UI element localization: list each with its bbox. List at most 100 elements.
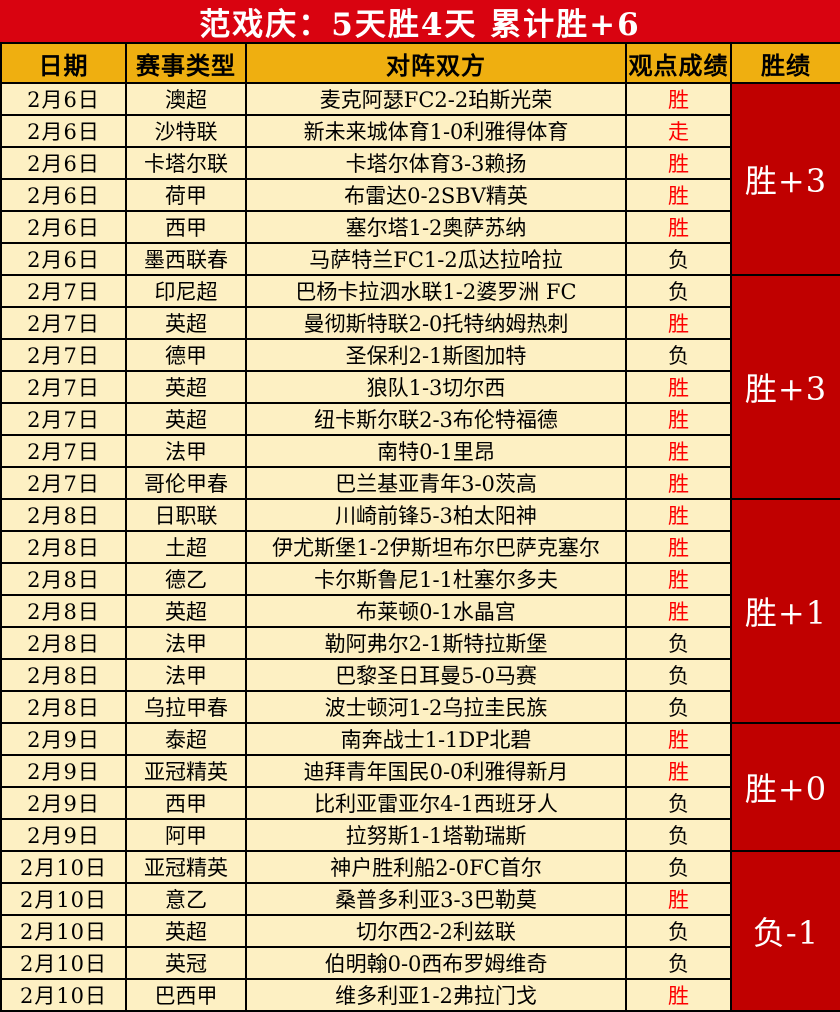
league-cell: 西甲 xyxy=(125,210,247,244)
result-cell: 胜 xyxy=(625,498,732,532)
match-cell: 巴杨卡拉泗水联1-2婆罗洲 FC xyxy=(245,274,627,308)
table-row: 2月7日 哥伦甲春 巴兰基亚青年3-0茨高胜 xyxy=(0,466,840,500)
table-row: 2月9日 泰超 南奔战士1-1DP北碧胜胜+0 xyxy=(0,722,840,852)
date-cell: 2月9日 xyxy=(0,786,127,820)
match-cell: 南奔战士1-1DP北碧 xyxy=(245,722,627,756)
header-date: 日期 xyxy=(0,42,127,84)
betting-record-page: 范戏庆：5天胜4天 累计胜+6 日期 赛事类型 对阵双方 观点成绩 胜绩 2月6… xyxy=(0,6,840,1012)
league-cell: 亚冠精英 xyxy=(125,754,247,788)
header-league: 赛事类型 xyxy=(125,42,247,84)
table-header: 日期 赛事类型 对阵双方 观点成绩 胜绩 xyxy=(0,42,840,84)
match-cell: 纽卡斯尔联2-3布伦特福德 xyxy=(245,402,627,436)
league-cell: 日职联 xyxy=(125,498,247,532)
date-cell: 2月6日 xyxy=(0,210,127,244)
league-cell: 卡塔尔联 xyxy=(125,146,247,180)
league-cell: 英超 xyxy=(125,914,247,948)
table-row: 2月6日 西甲 塞尔塔1-2奥萨苏纳胜 xyxy=(0,210,840,244)
table-row: 2月6日 卡塔尔联 卡塔尔体育3-3赖扬胜 xyxy=(0,146,840,180)
match-cell: 麦克阿瑟FC2-2珀斯光荣 xyxy=(245,82,627,116)
table-row: 2月9日 亚冠精英 迪拜青年国民0-0利雅得新月胜 xyxy=(0,754,840,788)
table-row: 2月7日 英超 纽卡斯尔联2-3布伦特福德胜 xyxy=(0,402,840,436)
daily-score-cell: 胜+3 xyxy=(730,82,840,276)
daily-score-cell: 负-1 xyxy=(730,850,840,1012)
table-row: 2月8日 法甲 巴黎圣日耳曼5-0马赛负 xyxy=(0,658,840,692)
result-cell: 负 xyxy=(625,242,732,276)
date-cell: 2月9日 xyxy=(0,754,127,788)
date-cell: 2月7日 xyxy=(0,402,127,436)
date-cell: 2月7日 xyxy=(0,274,127,308)
league-cell: 法甲 xyxy=(125,626,247,660)
league-cell: 英超 xyxy=(125,306,247,340)
result-cell: 负 xyxy=(625,818,732,852)
match-cell: 拉努斯1-1塔勒瑞斯 xyxy=(245,818,627,852)
result-cell: 胜 xyxy=(625,82,732,116)
header-match: 对阵双方 xyxy=(245,42,627,84)
match-cell: 狼队1-3切尔西 xyxy=(245,370,627,404)
date-cell: 2月6日 xyxy=(0,82,127,116)
match-cell: 勒阿弗尔2-1斯特拉斯堡 xyxy=(245,626,627,660)
table-row: 2月10日 巴西甲 维多利亚1-2弗拉门戈胜 xyxy=(0,978,840,1012)
result-cell: 负 xyxy=(625,914,732,948)
result-cell: 胜 xyxy=(625,882,732,916)
match-cell: 川崎前锋5-3柏太阳神 xyxy=(245,498,627,532)
table-row: 2月7日 德甲 圣保利2-1斯图加特负 xyxy=(0,338,840,372)
match-cell: 伊尤斯堡1-2伊斯坦布尔巴萨克塞尔 xyxy=(245,530,627,564)
header-score: 胜绩 xyxy=(730,42,840,84)
match-cell: 巴兰基亚青年3-0茨高 xyxy=(245,466,627,500)
date-cell: 2月8日 xyxy=(0,498,127,532)
date-cell: 2月7日 xyxy=(0,466,127,500)
match-cell: 迪拜青年国民0-0利雅得新月 xyxy=(245,754,627,788)
daily-score-cell: 胜+3 xyxy=(730,274,840,500)
league-cell: 阿甲 xyxy=(125,818,247,852)
date-cell: 2月7日 xyxy=(0,306,127,340)
match-cell: 南特0-1里昂 xyxy=(245,434,627,468)
result-cell: 胜 xyxy=(625,434,732,468)
date-cell: 2月6日 xyxy=(0,178,127,212)
table-row: 2月7日 英超 曼彻斯特联2-0托特纳姆热刺胜 xyxy=(0,306,840,340)
league-cell: 荷甲 xyxy=(125,178,247,212)
match-cell: 巴黎圣日耳曼5-0马赛 xyxy=(245,658,627,692)
league-cell: 法甲 xyxy=(125,434,247,468)
result-cell: 负 xyxy=(625,850,732,884)
league-cell: 德乙 xyxy=(125,562,247,596)
table-row: 2月7日 英超 狼队1-3切尔西胜 xyxy=(0,370,840,404)
league-cell: 沙特联 xyxy=(125,114,247,148)
league-cell: 英超 xyxy=(125,402,247,436)
result-cell: 走 xyxy=(625,114,732,148)
table-row: 2月7日 法甲 南特0-1里昂胜 xyxy=(0,434,840,468)
table-row: 2月6日 沙特联 新未来城体育1-0利雅得体育走 xyxy=(0,114,840,148)
table-row: 2月6日 澳超 麦克阿瑟FC2-2珀斯光荣胜胜+3 xyxy=(0,82,840,276)
match-cell: 波士顿河1-2乌拉圭民族 xyxy=(245,690,627,724)
daily-score-cell: 胜+1 xyxy=(730,498,840,724)
match-cell: 卡塔尔体育3-3赖扬 xyxy=(245,146,627,180)
match-cell: 神户胜利船2-0FC首尔 xyxy=(245,850,627,884)
result-cell: 胜 xyxy=(625,530,732,564)
table-row: 2月6日 荷甲 布雷达0-2SBV精英胜 xyxy=(0,178,840,212)
match-cell: 布莱顿0-1水晶宫 xyxy=(245,594,627,628)
league-cell: 巴西甲 xyxy=(125,978,247,1012)
match-cell: 桑普多利亚3-3巴勒莫 xyxy=(245,882,627,916)
league-cell: 哥伦甲春 xyxy=(125,466,247,500)
league-cell: 法甲 xyxy=(125,658,247,692)
date-cell: 2月6日 xyxy=(0,146,127,180)
league-cell: 英超 xyxy=(125,594,247,628)
match-cell: 曼彻斯特联2-0托特纳姆热刺 xyxy=(245,306,627,340)
date-cell: 2月8日 xyxy=(0,562,127,596)
date-cell: 2月7日 xyxy=(0,434,127,468)
table-row: 2月6日 墨西联春 马萨特兰FC1-2瓜达拉哈拉负 xyxy=(0,242,840,276)
table-row: 2月8日 法甲 勒阿弗尔2-1斯特拉斯堡负 xyxy=(0,626,840,660)
date-cell: 2月8日 xyxy=(0,594,127,628)
match-cell: 维多利亚1-2弗拉门戈 xyxy=(245,978,627,1012)
date-cell: 2月9日 xyxy=(0,818,127,852)
table-row: 2月10日 亚冠精英 神户胜利船2-0FC首尔负负-1 xyxy=(0,850,840,1012)
date-cell: 2月9日 xyxy=(0,722,127,756)
result-cell: 胜 xyxy=(625,722,732,756)
match-cell: 比利亚雷亚尔4-1西班牙人 xyxy=(245,786,627,820)
league-cell: 土超 xyxy=(125,530,247,564)
result-cell: 胜 xyxy=(625,562,732,596)
table-row: 2月8日 日职联 川崎前锋5-3柏太阳神胜胜+1 xyxy=(0,498,840,724)
table-row: 2月8日 德乙 卡尔斯鲁尼1-1杜塞尔多夫胜 xyxy=(0,562,840,596)
result-cell: 胜 xyxy=(625,370,732,404)
date-cell: 2月10日 xyxy=(0,978,127,1012)
date-cell: 2月10日 xyxy=(0,850,127,884)
